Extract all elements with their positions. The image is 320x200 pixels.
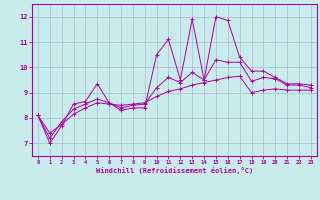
X-axis label: Windchill (Refroidissement éolien,°C): Windchill (Refroidissement éolien,°C) [96,167,253,174]
